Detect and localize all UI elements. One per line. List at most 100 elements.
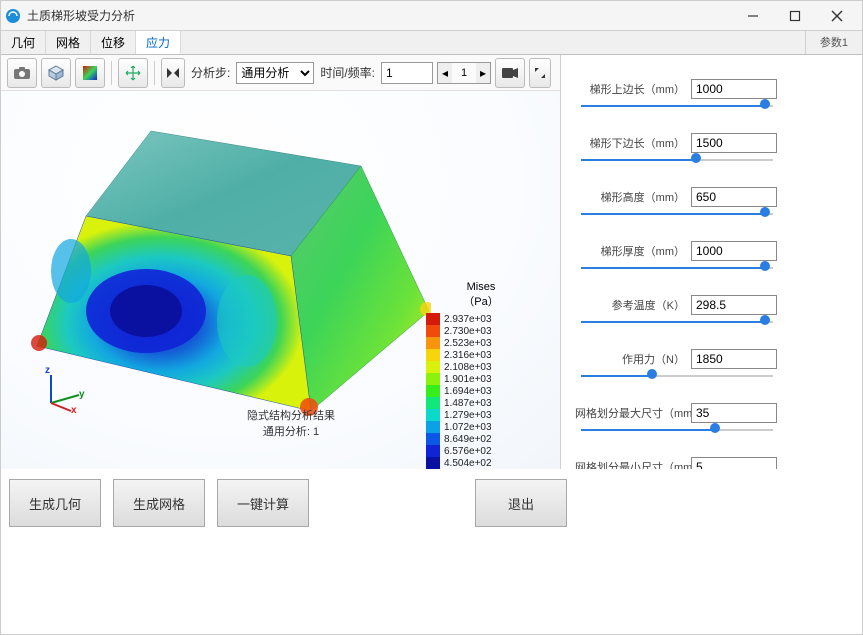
axes-triad: z y x <box>41 367 87 413</box>
parameter-panel: 梯形上边长（mm） 梯形下边长（mm） 梯形高度（mm） 梯形厚度（mm） 参考温度（K… <box>561 55 862 469</box>
legend-row: 4.504e+02 <box>426 457 536 469</box>
time-input[interactable] <box>381 62 433 84</box>
bottom-button-bar: 生成几何 生成网格 一键计算 退出 <box>1 469 862 537</box>
spin-value: 1 <box>452 67 476 79</box>
tab-mesh[interactable]: 网格 <box>46 31 91 54</box>
legend-row: 1.694e+03 <box>426 385 536 397</box>
minimize-button[interactable] <box>732 2 774 30</box>
legend-row: 2.730e+03 <box>426 325 536 337</box>
legend-swatch <box>426 361 440 373</box>
legend-value: 1.072e+03 <box>444 422 492 433</box>
legend-row: 2.316e+03 <box>426 349 536 361</box>
tab-spacer <box>181 31 805 54</box>
param-label: 参考温度（K） <box>575 297 685 313</box>
legend-row: 1.487e+03 <box>426 397 536 409</box>
step-select[interactable]: 通用分析 <box>236 62 314 84</box>
legend-title: Mises （Pa） <box>426 281 536 309</box>
move-icon[interactable] <box>118 58 148 88</box>
legend-value: 1.487e+03 <box>444 398 492 409</box>
legend-swatch <box>426 457 440 469</box>
param-field: 参考温度（K） <box>575 295 842 327</box>
param-slider[interactable] <box>581 263 773 273</box>
param-input[interactable] <box>691 457 777 469</box>
param-field: 网格划分最小尺寸（mm） <box>575 457 842 469</box>
param-input[interactable] <box>691 79 777 99</box>
param-input[interactable] <box>691 403 777 423</box>
legend-value: 2.937e+03 <box>444 314 492 325</box>
legend-title-2: （Pa） <box>426 293 536 309</box>
model-view <box>31 111 431 431</box>
param-label: 梯形厚度（mm） <box>575 243 685 259</box>
param-label: 梯形高度（mm） <box>575 189 685 205</box>
param-slider[interactable] <box>581 101 773 111</box>
legend-row: 1.901e+03 <box>426 373 536 385</box>
maximize-button[interactable] <box>774 2 816 30</box>
legend-row: 6.576e+02 <box>426 445 536 457</box>
button-spacer <box>321 479 463 527</box>
expand-icon[interactable] <box>529 58 551 88</box>
param-slider[interactable] <box>581 155 773 165</box>
param-input[interactable] <box>691 349 777 369</box>
param-field: 梯形下边长（mm） <box>575 133 842 165</box>
legend-value: 6.576e+02 <box>444 446 492 457</box>
legend-swatch <box>426 337 440 349</box>
param-field: 梯形高度（mm） <box>575 187 842 219</box>
legend-value: 1.694e+03 <box>444 386 492 397</box>
camera-icon[interactable] <box>7 58 37 88</box>
param-input[interactable] <box>691 187 777 207</box>
color-legend: Mises （Pa） 2.937e+032.730e+032.523e+032.… <box>426 281 536 469</box>
window-controls <box>732 2 858 30</box>
generate-geometry-button[interactable]: 生成几何 <box>9 479 101 527</box>
frame-spinner[interactable]: ◂ 1 ▸ <box>437 62 491 84</box>
param-field: 网格划分最大尺寸（mm） <box>575 403 842 435</box>
caption-line1: 隐式结构分析结果 <box>231 407 351 423</box>
legend-title-1: Mises <box>426 281 536 293</box>
legend-swatch <box>426 313 440 325</box>
param-input[interactable] <box>691 295 777 315</box>
legend-swatch <box>426 385 440 397</box>
viewport-canvas[interactable]: z y x 隐式结构分析结果 通用分析: 1 Mises （Pa） 2.937e… <box>1 91 560 469</box>
axis-z-label: z <box>45 365 50 376</box>
generate-mesh-button[interactable]: 生成网格 <box>113 479 205 527</box>
spin-right-icon[interactable]: ▸ <box>476 63 490 83</box>
tab-displacement[interactable]: 位移 <box>91 31 136 54</box>
viewport-toolbar: 分析步: 通用分析 时间/频率: ◂ 1 ▸ <box>1 55 560 91</box>
app-icon <box>5 8 21 24</box>
param-slider[interactable] <box>581 425 773 435</box>
legend-row: 2.937e+03 <box>426 313 536 325</box>
legend-swatch <box>426 409 440 421</box>
legend-swatch <box>426 445 440 457</box>
param-slider[interactable] <box>581 317 773 327</box>
button-spacer2 <box>579 479 854 527</box>
tab-params[interactable]: 参数1 <box>805 31 862 54</box>
tab-geometry[interactable]: 几何 <box>1 31 46 54</box>
legend-row: 8.649e+02 <box>426 433 536 445</box>
viewport-column: 分析步: 通用分析 时间/频率: ◂ 1 ▸ <box>1 55 561 469</box>
legend-row: 2.523e+03 <box>426 337 536 349</box>
time-label: 时间/频率: <box>320 64 375 81</box>
legend-row: 2.108e+03 <box>426 361 536 373</box>
legend-swatch <box>426 421 440 433</box>
legend-row: 1.279e+03 <box>426 409 536 421</box>
menu-bar: 几何 网格 位移 应力 参数1 <box>1 31 862 55</box>
close-button[interactable] <box>816 2 858 30</box>
colormap-icon[interactable] <box>75 58 105 88</box>
param-input[interactable] <box>691 133 777 153</box>
spin-left-icon[interactable]: ◂ <box>438 63 452 83</box>
legend-row: 1.072e+03 <box>426 421 536 433</box>
record-icon[interactable] <box>495 58 525 88</box>
param-label: 梯形上边长（mm） <box>575 81 685 97</box>
legend-value: 2.730e+03 <box>444 326 492 337</box>
tab-stress[interactable]: 应力 <box>136 31 181 54</box>
compute-button[interactable]: 一键计算 <box>217 479 309 527</box>
legend-swatch <box>426 349 440 361</box>
param-slider[interactable] <box>581 371 773 381</box>
step-label: 分析步: <box>191 64 230 81</box>
exit-button[interactable]: 退出 <box>475 479 567 527</box>
cube-view-icon[interactable] <box>41 58 71 88</box>
param-slider[interactable] <box>581 209 773 219</box>
legend-swatch <box>426 373 440 385</box>
axis-y-label: y <box>79 389 85 400</box>
playback-icon[interactable] <box>161 58 185 88</box>
param-input[interactable] <box>691 241 777 261</box>
